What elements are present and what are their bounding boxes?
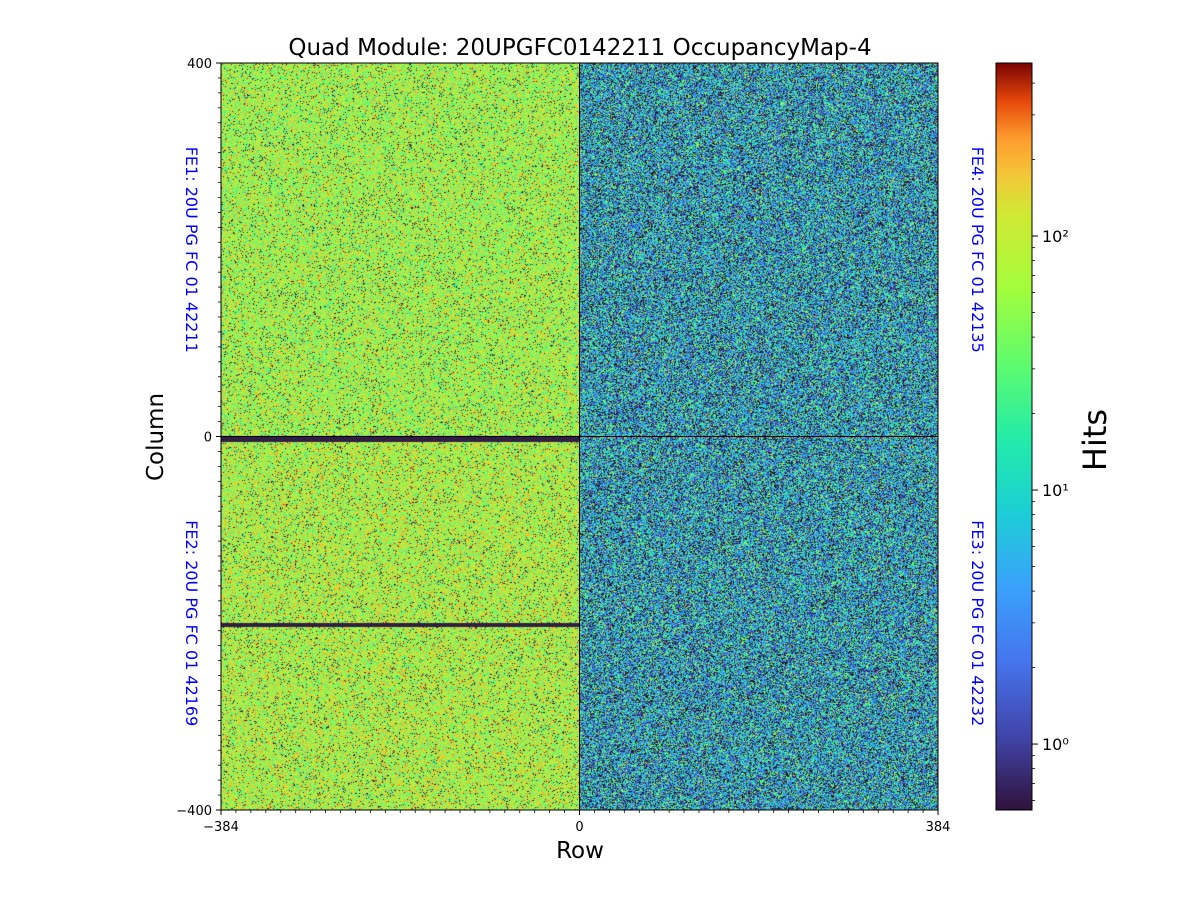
quadrant-layer: FE1: 20U PG FC 01 42211 FE2: 20U PG FC 01… <box>182 63 987 810</box>
chart-title: Quad Module: 20UPGFC0142211 OccupancyMap… <box>288 35 871 61</box>
y-axis: −400 0 400 <box>176 57 221 819</box>
quadrant-label-3: FE3: 20U PG FC 01 42232 <box>968 520 987 726</box>
quadrant-label-4: FE4: 20U PG FC 01 42135 <box>968 147 987 353</box>
y-tick-label: −400 <box>176 804 212 819</box>
colorbar-tick-label: 10¹ <box>1042 481 1069 500</box>
x-tick-label: 384 <box>926 820 951 835</box>
y-axis-label: Column <box>143 393 169 481</box>
x-tick-label: 0 <box>575 820 583 835</box>
colorbar-label: Hits <box>1076 409 1114 471</box>
quadrant-label-2: FE2: 20U PG FC 01 42169 <box>182 520 201 726</box>
colorbar-gradient <box>995 62 1033 811</box>
colorbar-tick-label: 10² <box>1042 227 1069 246</box>
y-tick-label: 400 <box>187 57 212 72</box>
x-axis: −384 0 384 <box>203 810 950 835</box>
colorbar-tick-label: 10⁰ <box>1042 735 1069 754</box>
quadrant-label-1: FE1: 20U PG FC 01 42211 <box>182 147 201 353</box>
colorbar: 10⁰ 10¹ 10² Hits <box>995 62 1114 811</box>
x-tick-label: −384 <box>203 820 239 835</box>
x-axis-label: Row <box>556 838 604 864</box>
y-tick-label: 0 <box>204 431 212 446</box>
